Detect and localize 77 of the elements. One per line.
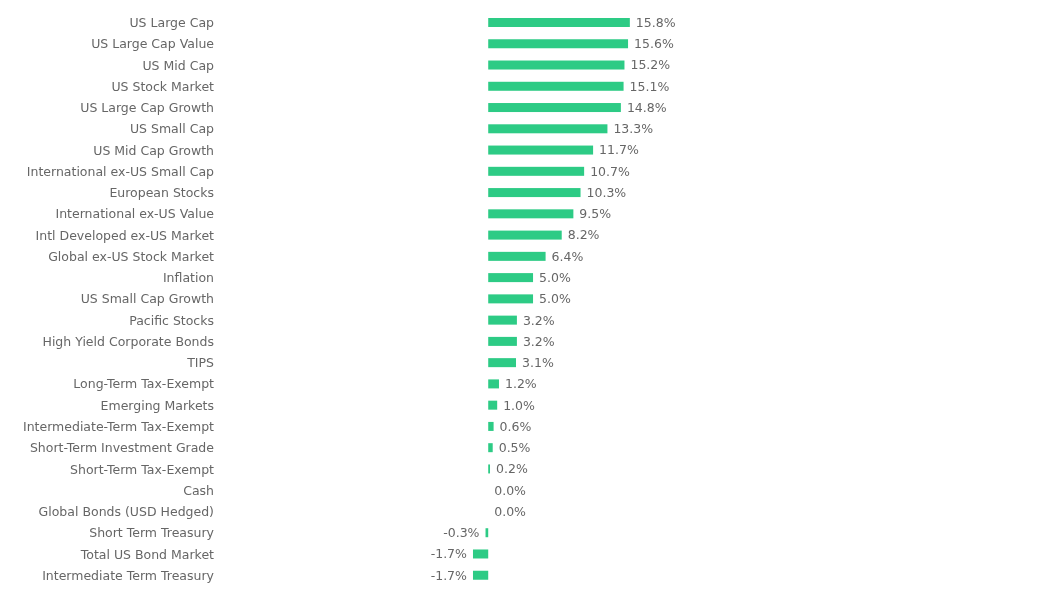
- data-label: 13.3%: [613, 121, 654, 137]
- y-tick-label: US Small Cap Growth: [80, 291, 214, 307]
- bar: [488, 60, 625, 70]
- data-label: 15.8%: [635, 14, 676, 30]
- bar: [488, 358, 517, 368]
- bar: [488, 103, 621, 113]
- y-tick-label: Global ex-US Stock Market: [48, 248, 215, 264]
- y-tick-label: Intermediate Term Treasury: [42, 567, 215, 583]
- bar: [488, 294, 534, 304]
- y-tick-label: US Large Cap Growth: [80, 100, 214, 116]
- bar: [488, 443, 493, 453]
- data-label: 15.1%: [629, 78, 670, 94]
- data-label: 0.0%: [494, 503, 527, 519]
- y-tick-label: Short-Term Tax-Exempt: [70, 461, 215, 477]
- y-tick-label: US Large Cap: [129, 15, 215, 31]
- y-tick-label: International ex-US Small Cap: [26, 163, 215, 179]
- y-tick-label: US Mid Cap Growth: [93, 142, 214, 158]
- bar: [488, 18, 630, 27]
- data-label: -0.3%: [443, 525, 480, 541]
- y-tick-label: Pacific Stocks: [129, 312, 214, 328]
- y-tick-label: US Large Cap Value: [91, 36, 215, 52]
- data-label: 15.2%: [630, 57, 671, 73]
- data-label: 6.4%: [551, 248, 584, 264]
- bar: [488, 379, 499, 389]
- bar: [488, 273, 534, 283]
- data-label: -1.7%: [430, 567, 468, 583]
- data-label: 11.7%: [599, 142, 639, 158]
- data-label: 10.3%: [586, 184, 627, 200]
- data-label: 1.2%: [504, 376, 537, 392]
- bar: [488, 124, 608, 134]
- bar: [472, 549, 489, 559]
- y-tick-label: US Mid Cap: [142, 57, 215, 73]
- y-tick-label: Total US Bond Market: [79, 546, 215, 562]
- y-tick-label: US Stock Market: [111, 78, 215, 94]
- y-tick-label: Short Term Treasury: [89, 525, 215, 541]
- data-label: 0.2%: [496, 461, 528, 477]
- bar: [488, 209, 574, 219]
- bar: [488, 315, 517, 325]
- y-tick-label: International ex-US Value: [55, 206, 215, 222]
- bar: [488, 230, 562, 240]
- bar: [488, 188, 581, 198]
- data-label: 1.0%: [503, 397, 536, 413]
- data-label: 3.2%: [522, 333, 555, 349]
- data-label: -1.7%: [430, 546, 468, 562]
- y-tick-label: Intl Developed ex-US Market: [35, 227, 215, 243]
- data-label: 0.5%: [498, 440, 531, 456]
- y-tick-label: Global Bonds (USD Hedged): [38, 504, 214, 520]
- y-tick-label: Intermediate-Term Tax-Exempt: [22, 418, 215, 434]
- data-label: 0.0%: [494, 482, 527, 498]
- data-label: 5.0%: [539, 269, 571, 285]
- bar: [488, 166, 585, 176]
- data-label: 14.8%: [626, 99, 667, 115]
- bar: [488, 400, 498, 410]
- bar: [488, 421, 494, 431]
- y-tick-label: Inflation: [162, 270, 214, 286]
- bar: [488, 336, 517, 346]
- y-tick-label: Long-Term Tax-Exempt: [73, 376, 215, 392]
- y-tick-label: TIPS: [186, 355, 215, 371]
- bar: [488, 39, 629, 49]
- bar: [488, 81, 624, 91]
- data-label: 10.7%: [590, 163, 630, 179]
- bar: [488, 145, 594, 155]
- bar: [472, 570, 489, 580]
- y-tick-label: Emerging Markets: [100, 397, 214, 413]
- y-tick-label: Cash: [183, 482, 214, 498]
- data-label: 15.6%: [634, 36, 674, 52]
- data-label: 0.6%: [499, 418, 532, 434]
- data-label: 3.2%: [522, 312, 555, 328]
- y-tick-label: US Small Cap: [129, 121, 215, 137]
- data-label: 9.5%: [579, 206, 612, 222]
- data-label: 3.1%: [522, 355, 554, 371]
- data-label: 8.2%: [567, 227, 600, 243]
- data-label: 5.0%: [539, 291, 571, 307]
- y-tick-label: High Yield Corporate Bonds: [42, 333, 214, 349]
- bar: [488, 251, 546, 261]
- y-tick-label: European Stocks: [109, 185, 214, 201]
- y-tick-label: Short-Term Investment Grade: [29, 440, 215, 456]
